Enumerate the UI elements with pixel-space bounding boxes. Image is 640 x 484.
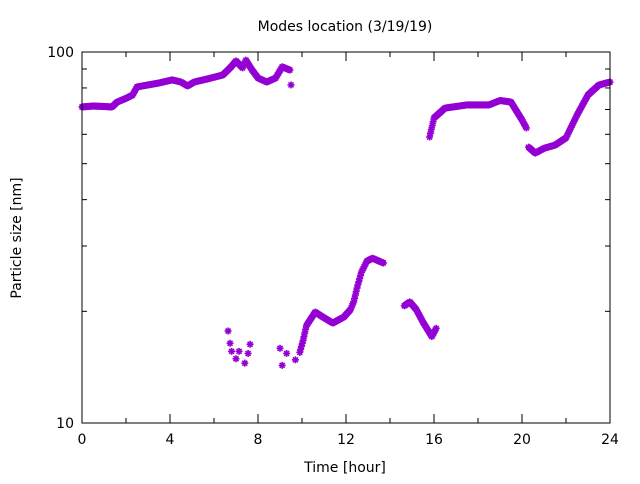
x-tick-label: 20 — [513, 432, 531, 448]
data-point — [226, 339, 234, 347]
x-tick-label: 0 — [78, 432, 87, 448]
data-point-interp — [301, 329, 309, 337]
data-point — [228, 347, 236, 355]
data-point — [287, 81, 295, 89]
x-tick-label: 12 — [337, 432, 355, 448]
x-tick-label: 4 — [166, 432, 175, 448]
x-axis-label: Time [hour] — [303, 460, 386, 476]
data-point-interp — [297, 345, 305, 353]
y-axis-label: Particle size [nm] — [9, 177, 25, 298]
data-point — [278, 361, 286, 369]
data-point — [379, 259, 387, 267]
data-point — [286, 66, 294, 74]
y-tick-label: 100 — [47, 45, 74, 61]
data-point — [283, 349, 291, 357]
data-point — [291, 356, 299, 364]
x-tick-label: 16 — [425, 432, 443, 448]
y-tick-label: 10 — [56, 416, 74, 432]
data-point — [232, 355, 240, 363]
chart-title: Modes location (3/19/19) — [258, 19, 433, 35]
data-point — [432, 324, 440, 332]
x-tick-label: 8 — [254, 432, 263, 448]
data-point — [241, 359, 249, 367]
axis-ticks: 0 4 8 12 16 20 24 10 100 — [47, 45, 619, 448]
data-point — [246, 340, 254, 348]
data-points — [78, 56, 614, 369]
plot-border — [81, 51, 611, 424]
data-point — [235, 347, 243, 355]
data-point — [224, 327, 232, 335]
data-point — [244, 349, 252, 357]
data-point — [522, 124, 530, 132]
x-tick-label: 24 — [601, 432, 619, 448]
data-point — [276, 344, 284, 352]
data-point-interp — [300, 333, 308, 341]
